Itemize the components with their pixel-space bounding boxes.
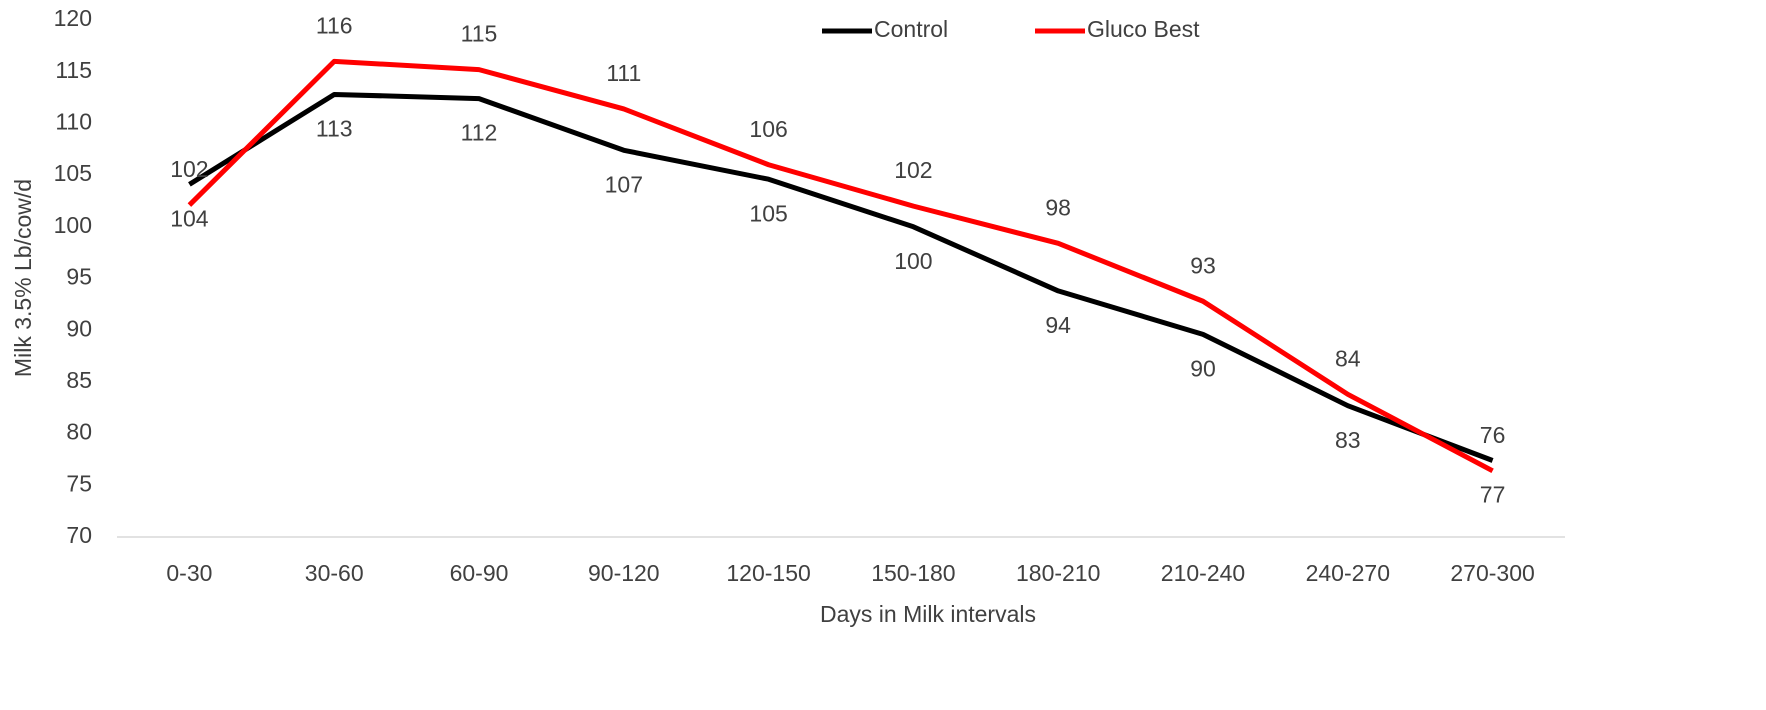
y-tick-label: 90 (66, 315, 92, 341)
data-label: 111 (606, 60, 641, 86)
data-label: 90 (1190, 355, 1216, 381)
y-tick-label: 70 (66, 522, 92, 548)
y-tick-label: 80 (66, 419, 92, 445)
y-tick-label: 95 (66, 264, 92, 290)
data-label: 113 (316, 116, 353, 142)
x-tick-label: 180-210 (1016, 560, 1100, 586)
y-tick-label: 115 (55, 57, 92, 83)
data-label: 100 (894, 248, 932, 274)
data-label: 84 (1335, 345, 1361, 371)
data-label: 106 (749, 116, 787, 142)
data-label: 102 (894, 157, 932, 183)
y-tick-label: 105 (54, 160, 92, 186)
x-tick-label: 270-300 (1450, 560, 1534, 586)
x-tick-label: 240-270 (1306, 560, 1390, 586)
x-tick-label: 60-90 (450, 560, 509, 586)
x-tick-label: 150-180 (871, 560, 955, 586)
data-label: 107 (605, 171, 643, 197)
data-label: 115 (461, 21, 498, 47)
x-tick-label: 210-240 (1161, 560, 1245, 586)
legend-label: Gluco Best (1087, 16, 1200, 42)
data-label: 98 (1045, 194, 1071, 220)
legend-label: Control (874, 16, 948, 42)
y-tick-label: 120 (54, 5, 92, 31)
series-line (188, 91, 1494, 463)
data-label: 104 (170, 205, 209, 231)
data-label: 112 (461, 120, 498, 146)
y-axis-title: Milk 3.5% Lb/cow/d (10, 179, 36, 377)
data-label: 105 (749, 200, 787, 226)
y-tick-label: 110 (55, 108, 92, 134)
x-tick-label: 0-30 (166, 560, 212, 586)
y-tick-label: 100 (54, 212, 92, 238)
data-label: 102 (170, 156, 208, 182)
x-axis-title: Days in Milk intervals (820, 601, 1036, 627)
series-line (187, 58, 1494, 474)
y-tick-label: 85 (66, 367, 92, 393)
x-tick-label: 90-120 (588, 560, 660, 586)
data-label: 116 (316, 12, 353, 38)
x-tick-label: 120-150 (726, 560, 810, 586)
data-label: 77 (1480, 482, 1506, 508)
x-tick-label: 30-60 (305, 560, 364, 586)
data-label: 83 (1335, 427, 1361, 453)
data-label: 76 (1480, 422, 1506, 448)
data-label: 94 (1045, 312, 1071, 338)
data-label: 93 (1190, 252, 1216, 278)
y-tick-label: 75 (66, 470, 92, 496)
